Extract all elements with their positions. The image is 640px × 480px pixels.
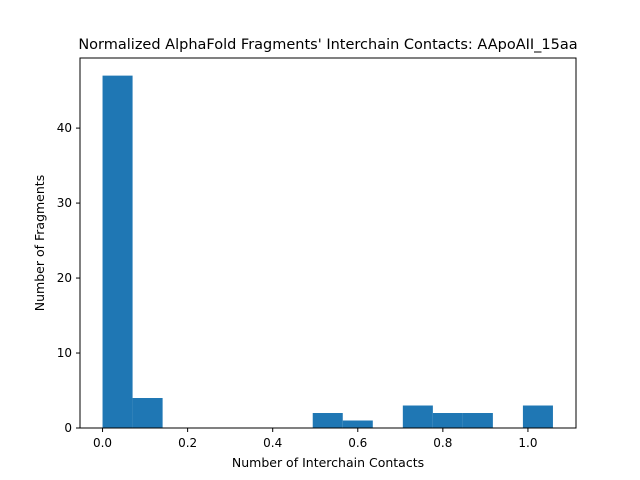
x-tick-label: 0.2 xyxy=(178,436,197,450)
plot-frame xyxy=(79,57,577,429)
x-tick-label: 0.6 xyxy=(348,436,367,450)
histogram-bar xyxy=(462,413,493,428)
y-tick-label: 40 xyxy=(57,121,72,135)
bars-group xyxy=(102,75,553,428)
x-tick-label: 0.4 xyxy=(263,436,282,450)
x-tick-label: 0.8 xyxy=(433,436,452,450)
x-axis-label: Number of Interchain Contacts xyxy=(232,455,424,470)
x-axis-ticks: 0.0 0.2 0.4 0.6 0.8 1.0 xyxy=(93,428,537,450)
y-axis-label: Number of Fragments xyxy=(32,175,47,311)
histogram-bar xyxy=(312,413,343,428)
histogram-bar xyxy=(432,413,463,428)
y-tick-label: 20 xyxy=(57,271,72,285)
chart-title: Normalized AlphaFold Fragments' Intercha… xyxy=(78,37,577,53)
histogram-bar xyxy=(342,420,373,428)
y-tick-label: 30 xyxy=(57,196,72,210)
histogram-bar xyxy=(102,75,133,428)
histogram-bar xyxy=(132,398,163,428)
histogram-bar xyxy=(522,405,553,428)
y-tick-label: 0 xyxy=(64,421,72,435)
histogram-bar xyxy=(402,405,433,428)
x-tick-label: 1.0 xyxy=(518,436,537,450)
y-axis-ticks: 0 10 20 30 40 xyxy=(57,121,80,435)
y-tick-label: 10 xyxy=(57,346,72,360)
x-tick-label: 0.0 xyxy=(93,436,112,450)
